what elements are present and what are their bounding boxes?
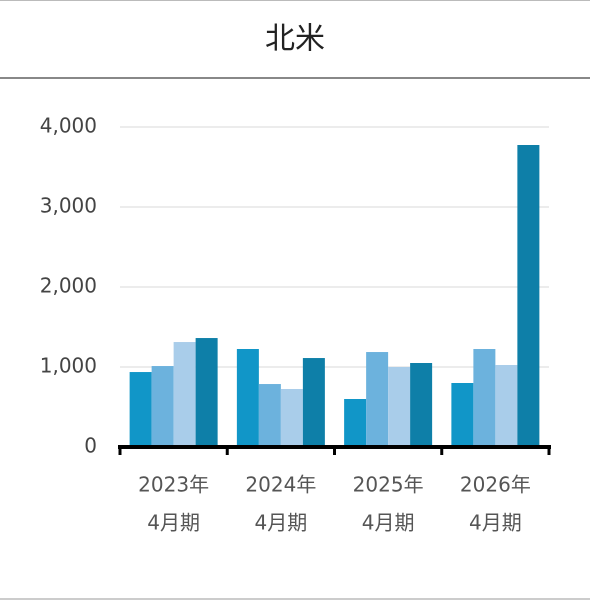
bar — [173, 342, 196, 447]
x-tick-label: 4月期 — [255, 511, 308, 535]
bar — [344, 399, 367, 447]
x-tick-label: 2026年 — [460, 473, 531, 497]
bar — [388, 367, 411, 447]
chart-title: 北米 — [265, 22, 325, 57]
bar — [236, 349, 259, 447]
bar — [451, 383, 474, 447]
y-tick-label: 3,000 — [40, 194, 97, 218]
x-tick-label: 2025年 — [353, 473, 424, 497]
bar — [473, 349, 496, 447]
bar — [366, 352, 389, 447]
bar — [302, 358, 325, 447]
bar — [280, 389, 303, 447]
x-tick-label: 2024年 — [245, 473, 316, 497]
x-tick-label: 4月期 — [362, 511, 415, 535]
bar — [410, 363, 433, 447]
y-tick-label: 2,000 — [40, 274, 97, 298]
y-tick-label: 1,000 — [40, 354, 97, 378]
bar — [129, 372, 152, 447]
bar — [517, 145, 540, 447]
y-tick-label: 0 — [84, 434, 97, 458]
bar — [195, 338, 218, 447]
x-tick-label: 4月期 — [469, 511, 522, 535]
x-tick-label: 2023年 — [138, 473, 209, 497]
bar — [258, 384, 281, 447]
bar — [151, 366, 174, 447]
y-tick-label: 4,000 — [40, 114, 97, 138]
x-tick-label: 4月期 — [147, 511, 200, 535]
bar — [495, 365, 518, 447]
